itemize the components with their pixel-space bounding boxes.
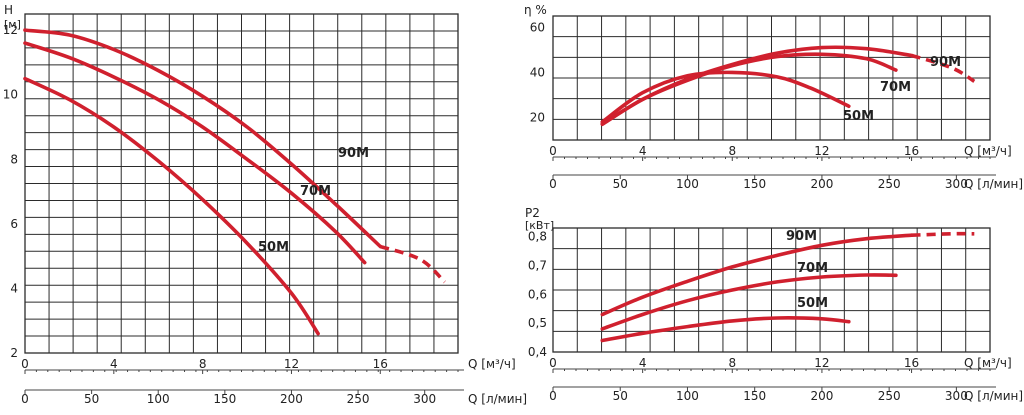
power-series-90M-dashed [911, 231, 975, 237]
power-ytick: 0,6 [528, 287, 547, 301]
power-xtick: 16 [904, 356, 919, 370]
head-ytick: 8 [10, 152, 18, 166]
head-x2tick: 200 [280, 392, 303, 406]
efficiency-x2tick: 150 [743, 177, 766, 191]
head-ytick: 10 [3, 88, 18, 102]
efficiency-xlabel: Q [м³/ч] [964, 144, 1012, 158]
head-x2tick: 300 [413, 392, 436, 406]
head-frame [24, 13, 459, 354]
head-series-label: 90M [338, 146, 369, 161]
head-xtick: 12 [284, 357, 299, 371]
efficiency-ylabel: η % [524, 3, 547, 17]
power-series-label: 90M [786, 229, 817, 244]
power-yunit: [кВт] [525, 219, 554, 232]
efficiency-xtick: 16 [904, 144, 919, 158]
head-series-90M-dashed [379, 244, 446, 284]
head-series-50M [23, 76, 320, 336]
power-x2tick: 250 [878, 389, 901, 403]
power-xtick: 4 [639, 356, 647, 370]
power-series-90M [600, 233, 914, 317]
power-frame [552, 227, 991, 353]
efficiency-x2tick: 50 [613, 177, 628, 191]
head-x2tick: 250 [347, 392, 370, 406]
head-ytick: 2 [10, 346, 18, 360]
head-series-label: 50M [258, 240, 289, 255]
efficiency-series-label: 70M [880, 80, 911, 95]
head-series-90M [23, 28, 383, 249]
power-series-70M [600, 273, 898, 331]
efficiency-ytick: 20 [530, 110, 545, 124]
power-ytick: 0,5 [528, 316, 547, 330]
power-series-label: 50M [797, 296, 828, 311]
head-xtick: 4 [110, 357, 118, 371]
efficiency-xtick: 0 [549, 144, 557, 158]
head-x2tick: 50 [84, 392, 99, 406]
efficiency-grid [553, 16, 990, 140]
efficiency-chart: η % 20 40 60 0 4 8 12 16 Q [м³/ч] 0 50 100 150 200 250 3… [524, 3, 1023, 191]
head-ylabel: H [4, 3, 13, 17]
power-x2tick: 300 [945, 389, 968, 403]
efficiency-series-label: 50M [843, 109, 874, 124]
head-x2tick: 150 [213, 392, 236, 406]
efficiency-x2tick: 100 [676, 177, 699, 191]
efficiency-ytick: 60 [530, 20, 545, 34]
power-grid [553, 228, 990, 352]
efficiency-series-90M-dashed [911, 53, 976, 83]
power-xtick: 0 [549, 356, 557, 370]
power-x2tick: 100 [676, 389, 699, 403]
power-xlabel: Q [м³/ч] [964, 356, 1012, 370]
head-ytick: 4 [10, 281, 18, 295]
power-xtick: 8 [728, 356, 736, 370]
power-ytick: 0,4 [528, 345, 547, 359]
head-xtick: 16 [373, 357, 388, 371]
power-ytick: 0,8 [528, 230, 547, 244]
power-xtick: 12 [814, 356, 829, 370]
efficiency-xtick: 8 [728, 144, 736, 158]
efficiency-x2tick: 250 [878, 177, 901, 191]
head-series-70M [23, 41, 367, 265]
efficiency-xtick: 4 [639, 144, 647, 158]
efficiency-xtick: 12 [814, 144, 829, 158]
power-x2tick: 150 [743, 389, 766, 403]
power-x2tick: 200 [810, 389, 833, 403]
head-yunit: [м] [4, 18, 21, 31]
head-ytick: 12 [3, 23, 18, 37]
efficiency-series-50M [600, 70, 851, 124]
power-x2tick: 0 [549, 389, 557, 403]
head-xtick: 0 [21, 357, 29, 371]
efficiency-x2label: Q [л/мин] [964, 177, 1023, 191]
power-ylabel: P2 [525, 206, 540, 220]
power-chart: P2[кВт] 0,4 0,5 0,6 0,7 0,8 0 4 8 12 16 Q [м³/ч] 0 50… [525, 206, 1023, 403]
head-ytick: 6 [10, 217, 18, 231]
head-x2label: Q [л/мин] [468, 392, 527, 406]
efficiency-series-label: 90M [930, 55, 961, 70]
efficiency-x2tick: 200 [810, 177, 833, 191]
head-series-label: 70M [300, 184, 331, 199]
power-series-50M [600, 316, 851, 343]
head-xtick: 8 [199, 357, 207, 371]
efficiency-series-70M [600, 52, 898, 126]
efficiency-x2tick: 0 [549, 177, 557, 191]
power-x2label: Q [л/мин] [964, 389, 1023, 403]
head-chart: H[м] 2 4 6 8 10 12 0 4 8 12 16 Q [м³/ч] 0 50 100 150 200 2… [3, 3, 527, 406]
power-x2tick: 50 [613, 389, 628, 403]
efficiency-frame [552, 15, 991, 141]
head-x2tick: 100 [147, 392, 170, 406]
head-xlabel: Q [м³/ч] [468, 357, 516, 371]
head-x2tick: 0 [21, 392, 29, 406]
efficiency-x2tick: 300 [945, 177, 968, 191]
head-grid [25, 14, 458, 353]
efficiency-ytick: 40 [530, 65, 545, 79]
power-series-label: 70M [797, 261, 828, 276]
power-ytick: 0,7 [528, 258, 547, 272]
